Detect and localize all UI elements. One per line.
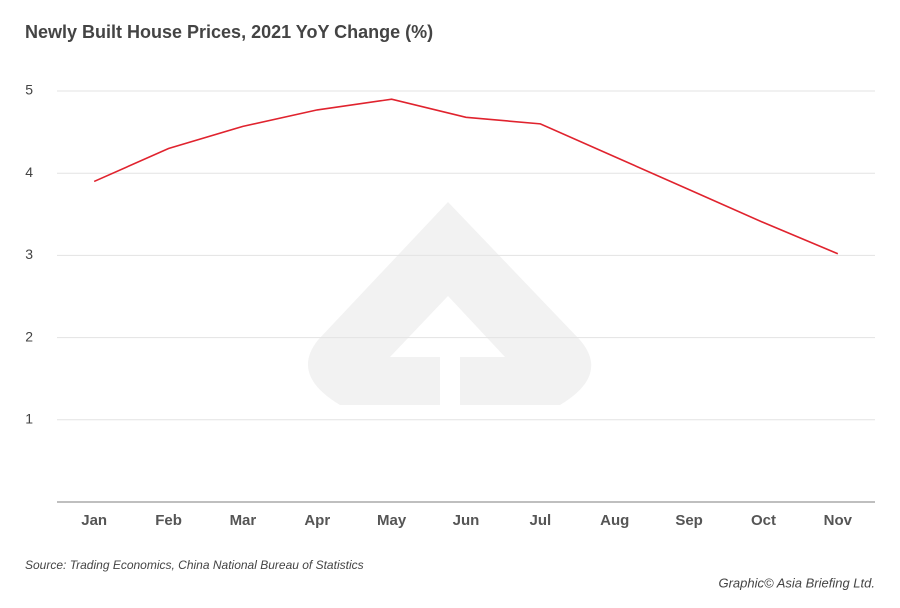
x-tick-label: Feb	[155, 512, 182, 529]
x-tick-label: Apr	[304, 512, 330, 529]
y-tick-label: 2	[25, 328, 33, 344]
y-tick-label: 4	[25, 164, 33, 180]
watermark	[307, 202, 592, 405]
x-tick-label: May	[377, 512, 407, 529]
y-tick-label: 1	[25, 411, 33, 427]
x-tick-label: Jul	[530, 512, 552, 529]
source-note: Source: Trading Economics, China Nationa…	[25, 558, 364, 572]
x-tick-label: Mar	[230, 512, 257, 529]
x-tick-label: Nov	[824, 512, 853, 529]
x-tick-label: Jun	[453, 512, 480, 529]
y-tick-label: 3	[25, 246, 33, 262]
credit: Graphic© Asia Briefing Ltd.	[718, 575, 875, 590]
y-tick-label: 5	[25, 82, 33, 98]
x-tick-label: Oct	[751, 512, 776, 529]
x-tick-label: Sep	[675, 512, 703, 529]
chart-title: Newly Built House Prices, 2021 YoY Chang…	[25, 22, 433, 42]
x-tick-label: Jan	[81, 512, 107, 529]
x-tick-label: Aug	[600, 512, 629, 529]
data-line	[93, 98, 839, 255]
